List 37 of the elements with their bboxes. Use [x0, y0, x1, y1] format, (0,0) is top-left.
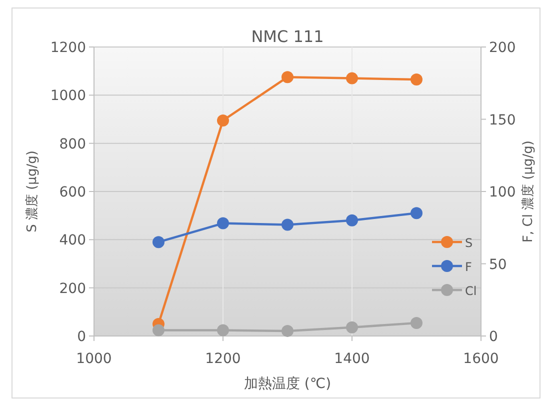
y-tick-label: 800 [59, 136, 86, 152]
point [410, 207, 422, 220]
y-tick-label: 1000 [50, 88, 86, 104]
x-tick-label: 1200 [205, 351, 241, 367]
point [410, 316, 422, 329]
y-tick-label: 1200 [50, 40, 86, 56]
point [410, 74, 422, 86]
y-tick-label: 200 [59, 280, 86, 297]
point [217, 114, 229, 126]
point [346, 214, 358, 226]
point [217, 324, 229, 336]
point [346, 321, 358, 334]
x-tick-label: 1600 [463, 351, 499, 367]
y2-tick-label: 200 [489, 40, 516, 56]
x-tick-label: 1400 [334, 351, 370, 367]
x-tick-label: 1000 [76, 351, 112, 367]
point [282, 218, 294, 231]
point [346, 72, 358, 84]
y-tick-label: 400 [59, 232, 86, 249]
legend-label: S [465, 236, 473, 250]
point [282, 324, 294, 337]
y2-tick-label: 50 [489, 256, 507, 273]
legend-label: F [465, 260, 472, 274]
chart-title: NMC 111 [251, 27, 324, 46]
y2-axis-title: F, Cl 濃度 (μg/g) [520, 140, 536, 242]
point [217, 217, 229, 230]
y2-tick-label: 150 [489, 112, 516, 128]
y-tick-label: 600 [59, 184, 86, 200]
y-axis-title: S 濃度 (μg/g) [24, 150, 40, 232]
y2-tick-label: 0 [489, 329, 498, 345]
legend-label: Cl [465, 284, 477, 298]
point [152, 236, 164, 248]
x-axis-title: 加熱温度 (℃) [244, 376, 332, 392]
y2-tick-label: 100 [489, 184, 516, 200]
y-tick-label: 0 [77, 329, 86, 345]
point [282, 71, 294, 84]
point [152, 324, 164, 336]
